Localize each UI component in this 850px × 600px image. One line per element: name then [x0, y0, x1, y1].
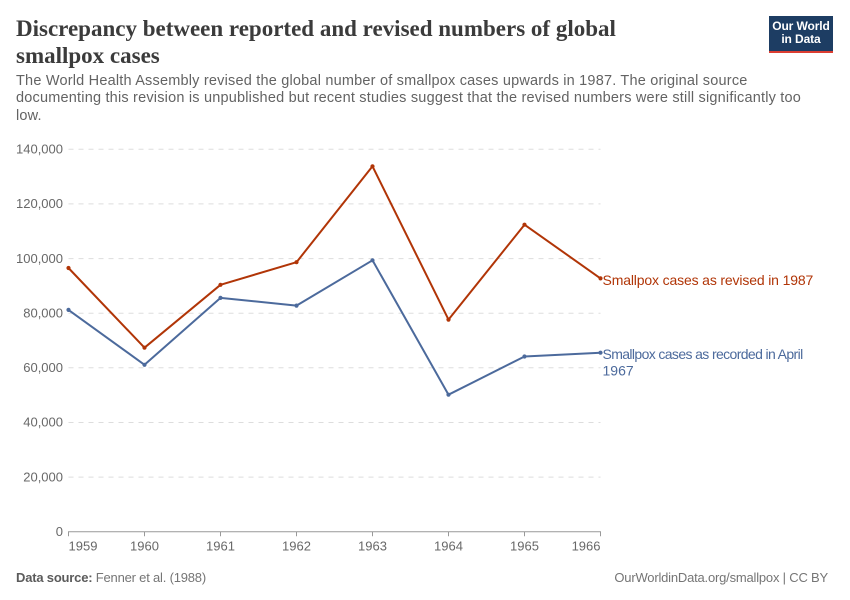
svg-text:1965: 1965 [510, 539, 539, 554]
svg-text:1960: 1960 [130, 539, 159, 554]
svg-text:60,000: 60,000 [23, 360, 63, 375]
svg-text:Smallpox cases as recorded in: Smallpox cases as recorded in April [603, 346, 804, 362]
svg-text:140,000: 140,000 [16, 142, 63, 157]
svg-text:1964: 1964 [434, 539, 463, 554]
svg-text:1961: 1961 [206, 539, 235, 554]
svg-text:40,000: 40,000 [23, 415, 63, 430]
svg-text:80,000: 80,000 [23, 305, 63, 320]
svg-text:20,000: 20,000 [23, 469, 63, 484]
svg-text:1962: 1962 [282, 539, 311, 554]
svg-text:1963: 1963 [358, 539, 387, 554]
svg-text:100,000: 100,000 [16, 251, 63, 266]
svg-text:0: 0 [56, 524, 63, 539]
svg-text:1967: 1967 [603, 362, 634, 378]
svg-text:1959: 1959 [69, 539, 98, 554]
svg-text:Smallpox cases as revised in 1: Smallpox cases as revised in 1987 [603, 272, 814, 288]
svg-text:1966: 1966 [572, 539, 601, 554]
svg-text:120,000: 120,000 [16, 196, 63, 211]
